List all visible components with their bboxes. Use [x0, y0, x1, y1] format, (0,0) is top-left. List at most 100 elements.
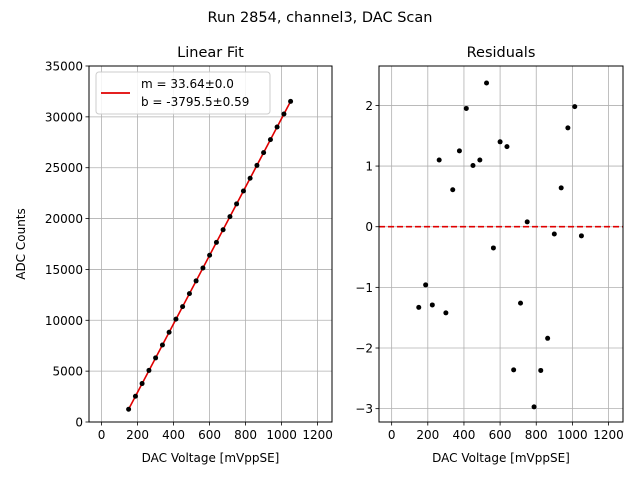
x-tick-label: 1000 — [557, 428, 588, 442]
residual-points — [416, 80, 584, 410]
data-point — [267, 137, 273, 143]
data-point — [227, 214, 233, 220]
data-point — [429, 302, 435, 308]
data-point — [477, 157, 483, 163]
x-tick-label: 800 — [234, 428, 257, 442]
x-tick-label: 400 — [162, 428, 185, 442]
data-point — [281, 111, 287, 117]
linear-fit-panel: Linear Fit 0 200 400 600 800 1000 1200 0 5000 10… — [14, 45, 333, 465]
data-point — [288, 98, 294, 104]
y-tick-label: 30000 — [45, 110, 83, 124]
residuals-axes-frame — [378, 65, 624, 423]
x-tick-label: 600 — [489, 428, 512, 442]
data-point — [565, 125, 571, 131]
data-point — [470, 162, 476, 168]
y-tick-label: −2 — [355, 342, 373, 356]
data-point — [240, 188, 246, 194]
data-point — [173, 316, 179, 322]
x-tick-label: 200 — [416, 428, 439, 442]
residuals-x-ticks: 0 200 400 600 800 1000 1200 — [388, 422, 624, 442]
x-tick-label: 800 — [525, 428, 548, 442]
data-point — [261, 150, 267, 156]
y-tick-label: 2 — [365, 99, 373, 113]
data-point — [443, 310, 449, 316]
data-point — [531, 404, 537, 410]
data-point — [213, 239, 219, 245]
linear-fit-grid — [89, 65, 332, 423]
x-tick-label: 0 — [388, 428, 396, 442]
y-tick-label: 35000 — [45, 60, 83, 74]
residuals-title: Residuals — [467, 45, 536, 61]
data-point — [538, 367, 544, 373]
linear-fit-points — [126, 98, 294, 412]
legend: m = 33.64±0.0 b = -3795.5±0.59 — [95, 71, 271, 115]
y-tick-label: 0 — [75, 416, 83, 430]
data-point — [186, 291, 192, 297]
data-point — [484, 80, 490, 86]
data-point — [504, 144, 510, 150]
figure-title: Run 2854, channel3, DAC Scan — [208, 10, 433, 26]
data-point — [200, 265, 206, 271]
data-point — [207, 252, 213, 258]
data-point — [463, 105, 469, 111]
legend-entry-intercept: b = -3795.5±0.59 — [141, 95, 249, 109]
legend-entry-slope: m = 33.64±0.0 — [141, 77, 234, 91]
linear-fit-x-ticks: 0 200 400 600 800 1000 1200 — [98, 422, 333, 442]
data-point — [456, 148, 462, 154]
data-point — [126, 406, 132, 412]
residuals-x-label: DAC Voltage [mVppSE] — [432, 451, 570, 465]
data-point — [159, 342, 165, 348]
residuals-y-ticks: −3 −2 −1 0 1 2 — [355, 99, 379, 416]
data-point — [545, 335, 551, 341]
data-point — [139, 381, 145, 387]
data-point — [254, 162, 260, 168]
data-point — [578, 233, 584, 239]
y-tick-label: 1 — [365, 160, 373, 174]
x-tick-label: 400 — [452, 428, 475, 442]
linear-fit-y-label: ADC Counts — [14, 208, 28, 280]
y-tick-label: 20000 — [45, 212, 83, 226]
linear-fit-title: Linear Fit — [177, 45, 244, 61]
data-point — [518, 300, 524, 306]
data-point — [497, 139, 503, 145]
data-point — [511, 367, 517, 373]
data-point — [572, 104, 578, 110]
y-tick-label: −1 — [355, 281, 373, 295]
data-point — [423, 282, 429, 288]
data-point — [274, 124, 280, 130]
y-tick-label: 25000 — [45, 161, 83, 175]
linear-fit-axes-frame — [88, 65, 333, 423]
y-tick-label: 15000 — [45, 263, 83, 277]
x-tick-label: 1200 — [593, 428, 624, 442]
y-tick-label: −3 — [355, 402, 373, 416]
data-point — [247, 175, 253, 181]
data-point — [146, 367, 152, 373]
x-tick-label: 600 — [198, 428, 221, 442]
x-tick-label: 1200 — [302, 428, 333, 442]
data-point — [558, 185, 564, 191]
data-point — [490, 245, 496, 251]
data-point — [450, 187, 456, 193]
x-tick-label: 0 — [98, 428, 106, 442]
y-tick-label: 5000 — [52, 365, 83, 379]
data-point — [234, 201, 240, 207]
data-point — [416, 304, 422, 310]
linear-fit-y-ticks: 0 5000 10000 15000 20000 25000 30000 35000 — [45, 60, 89, 430]
data-point — [132, 393, 138, 399]
y-tick-label: 0 — [365, 220, 373, 234]
data-point — [153, 355, 159, 361]
data-point — [166, 329, 172, 335]
data-point — [193, 278, 199, 284]
x-tick-label: 1000 — [266, 428, 297, 442]
data-point — [524, 219, 530, 225]
residuals-panel: Residuals 0 200 400 600 800 1000 1200 −3 −2 −1 0 1… — [355, 45, 624, 465]
data-point — [220, 227, 226, 233]
data-point — [180, 304, 186, 310]
linear-fit-x-label: DAC Voltage [mVppSE] — [142, 451, 280, 465]
y-tick-label: 10000 — [45, 314, 83, 328]
x-tick-label: 200 — [126, 428, 149, 442]
data-point — [436, 157, 442, 163]
data-point — [551, 231, 557, 237]
residuals-grid — [379, 66, 623, 422]
